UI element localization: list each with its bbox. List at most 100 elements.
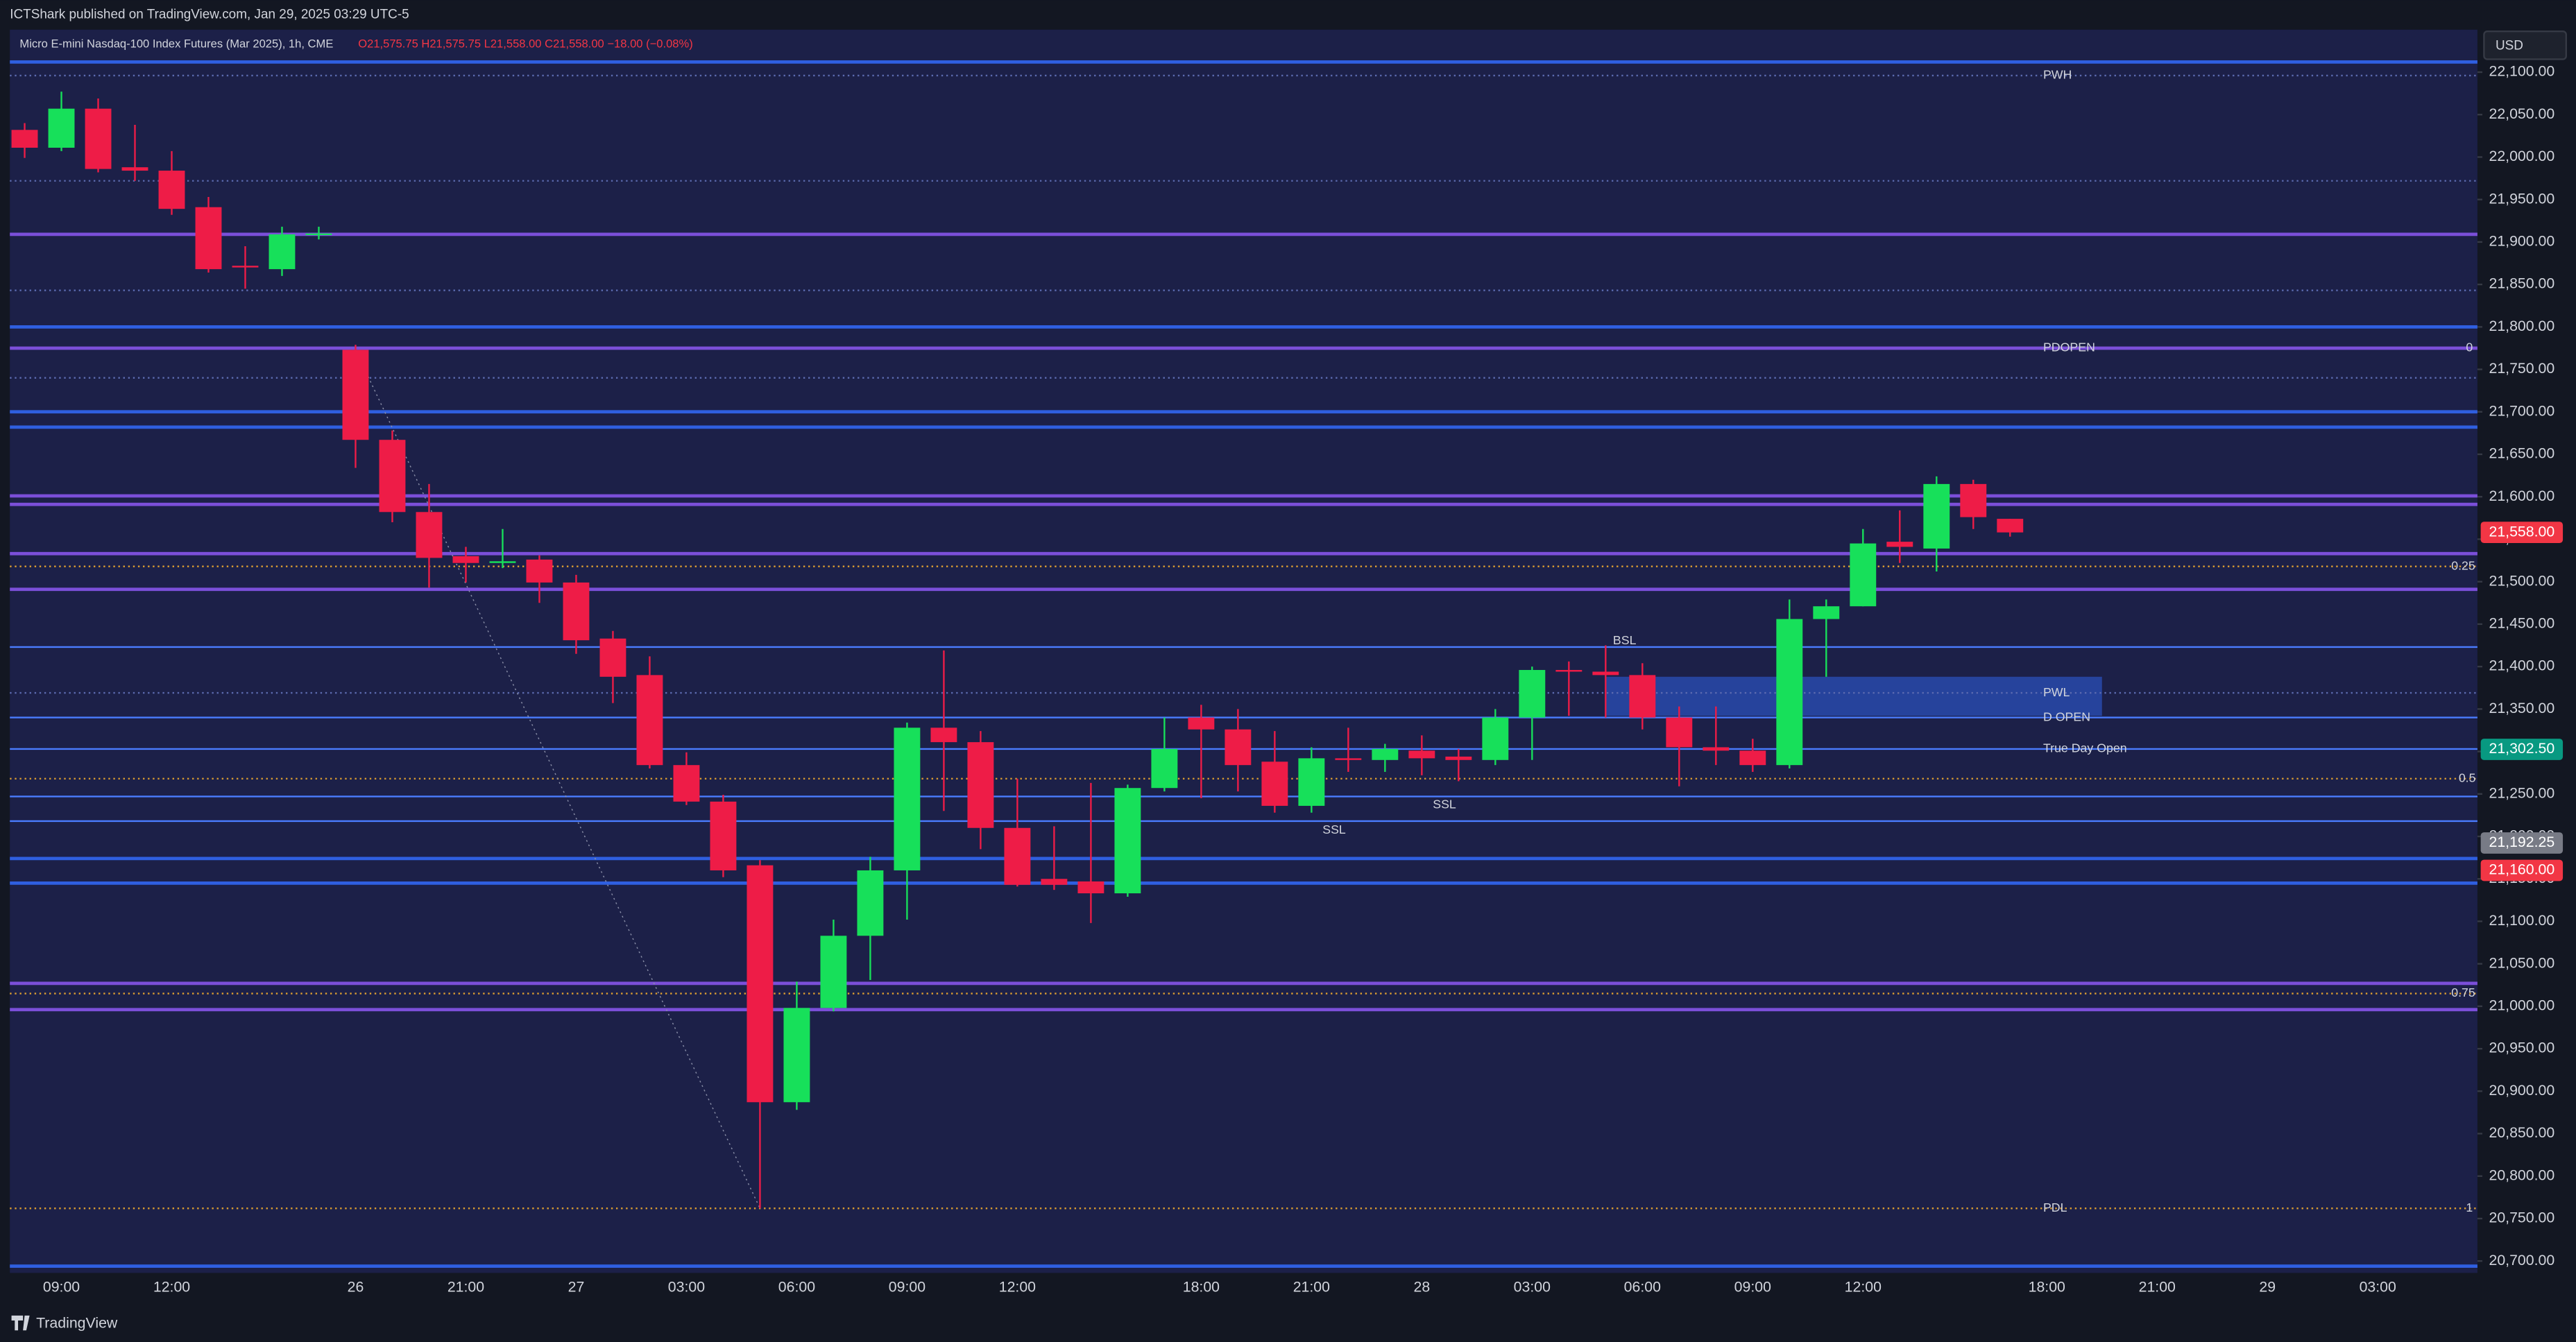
x-tick-label: 26 bbox=[348, 1278, 364, 1295]
swing-line bbox=[355, 350, 761, 1209]
y-tick-label: 21,050.00 bbox=[2489, 954, 2554, 971]
candle-body bbox=[1555, 670, 1583, 672]
x-tick-label: 09:00 bbox=[1734, 1278, 1771, 1295]
y-tick-label: 21,350.00 bbox=[2489, 700, 2554, 716]
x-tick-label: 06:00 bbox=[778, 1278, 815, 1295]
price-badge-label: 21,302.50 bbox=[2489, 740, 2554, 757]
candle-body bbox=[121, 167, 148, 171]
y-tick-label: 22,100.00 bbox=[2489, 63, 2554, 80]
y-tick-label: 21,100.00 bbox=[2489, 912, 2554, 929]
y-tick-label: 20,850.00 bbox=[2489, 1124, 2554, 1141]
x-tick-label: 18:00 bbox=[1183, 1278, 1220, 1295]
candle-body bbox=[1151, 748, 1178, 789]
candle-body bbox=[489, 561, 516, 563]
candle-body bbox=[673, 765, 700, 802]
publisher: ICTShark published on TradingView.com, J… bbox=[10, 7, 409, 21]
candle-body bbox=[1408, 750, 1435, 759]
annotation: 1 bbox=[2466, 1201, 2473, 1214]
x-tick-label: 03:00 bbox=[2360, 1278, 2396, 1295]
y-tick-label: 20,900.00 bbox=[2489, 1082, 2554, 1099]
candle-body bbox=[710, 801, 737, 870]
x-tick-label: 12:00 bbox=[999, 1278, 1036, 1295]
candle-body bbox=[1666, 717, 1693, 748]
price-badge bbox=[2480, 522, 2564, 544]
annotation: 0 bbox=[2466, 341, 2473, 354]
candle-body bbox=[305, 233, 332, 236]
candle-body bbox=[1372, 748, 1399, 760]
x-tick-label: 27 bbox=[568, 1278, 585, 1295]
y-tick-label: 21,800.00 bbox=[2489, 318, 2554, 334]
candle-body bbox=[1482, 717, 1509, 760]
candle-body bbox=[1298, 758, 1325, 806]
y-tick-label: 20,800.00 bbox=[2489, 1167, 2554, 1183]
x-tick-label: 12:00 bbox=[153, 1278, 190, 1295]
candle-body bbox=[636, 675, 663, 766]
candle-body bbox=[930, 728, 957, 743]
candle-body bbox=[342, 350, 369, 440]
candle-body bbox=[1850, 543, 1877, 607]
annotation: True Day Open bbox=[2043, 741, 2127, 755]
candle-body bbox=[1077, 881, 1104, 894]
candle-body bbox=[11, 130, 38, 148]
currency-box bbox=[2483, 30, 2567, 60]
y-tick-label: 21,600.00 bbox=[2489, 488, 2554, 504]
candle-body bbox=[783, 1008, 810, 1103]
y-tick-label: 20,750.00 bbox=[2489, 1210, 2554, 1226]
y-tick-label: 21,950.00 bbox=[2489, 190, 2554, 207]
annotation: PWL bbox=[2043, 685, 2070, 699]
candle-body bbox=[1114, 788, 1141, 894]
y-tick-label: 22,000.00 bbox=[2489, 148, 2554, 164]
candle-body bbox=[1004, 827, 1031, 885]
candle-body bbox=[1776, 619, 1803, 766]
x-tick-label: 03:00 bbox=[1514, 1278, 1551, 1295]
candle-body bbox=[1997, 519, 2024, 533]
zone bbox=[1605, 676, 2102, 716]
candle-body bbox=[894, 728, 921, 870]
candle-body bbox=[1923, 483, 1950, 549]
price-badge-label: 21,192.25 bbox=[2489, 834, 2554, 850]
candle-body bbox=[747, 865, 774, 1103]
x-tick-label: 28 bbox=[1413, 1278, 1430, 1295]
x-tick-label: 21:00 bbox=[1293, 1278, 1330, 1295]
candle-body bbox=[1592, 671, 1619, 676]
candle-body bbox=[1261, 762, 1288, 806]
candle-body bbox=[1445, 756, 1472, 760]
candle-body bbox=[967, 742, 994, 828]
price-badge bbox=[2480, 739, 2564, 760]
y-tick-label: 21,700.00 bbox=[2489, 402, 2554, 419]
annotation: 0.25 bbox=[2451, 558, 2475, 572]
price-badge bbox=[2480, 832, 2564, 854]
y-tick-label: 21,450.00 bbox=[2489, 615, 2554, 632]
candle-body bbox=[379, 440, 406, 513]
candle-body bbox=[1335, 758, 1362, 760]
candle-body bbox=[1041, 879, 1068, 885]
candle-body bbox=[416, 512, 443, 558]
y-tick-label: 20,950.00 bbox=[2489, 1040, 2554, 1056]
candle-body bbox=[563, 582, 590, 641]
plot-layer: PWH PDOPEN PWL D OPEN True Day Open PDL BSL SSL… bbox=[10, 60, 2477, 1268]
candle-body bbox=[857, 870, 884, 936]
x-tick-label: 21:00 bbox=[2139, 1278, 2176, 1295]
candle-body bbox=[1629, 675, 1656, 718]
annotation: PDOPEN bbox=[2043, 341, 2095, 354]
annotation: PWH bbox=[2043, 68, 2072, 82]
x-tick-label: 29 bbox=[2259, 1278, 2276, 1295]
candle-body bbox=[599, 638, 626, 677]
x-tick-label: 09:00 bbox=[43, 1278, 80, 1295]
annotation: SSL bbox=[1322, 823, 1346, 836]
x-tick-label: 06:00 bbox=[1624, 1278, 1661, 1295]
x-tick-label: 12:00 bbox=[1845, 1278, 1882, 1295]
annotation: PDL bbox=[2043, 1201, 2067, 1214]
candle-body bbox=[1519, 670, 1546, 718]
plot-area bbox=[10, 29, 2477, 1273]
price-badge-label: 21,558.00 bbox=[2489, 523, 2554, 540]
candle-body bbox=[1739, 750, 1766, 766]
candle-body bbox=[158, 171, 185, 209]
candle-body bbox=[1188, 717, 1215, 730]
annotation: 0.75 bbox=[2451, 986, 2475, 999]
annotation: 0.5 bbox=[2459, 771, 2476, 784]
candle-body bbox=[1225, 729, 1252, 766]
y-tick-label: 21,500.00 bbox=[2489, 572, 2554, 589]
y-tick-label: 20,700.00 bbox=[2489, 1252, 2554, 1268]
